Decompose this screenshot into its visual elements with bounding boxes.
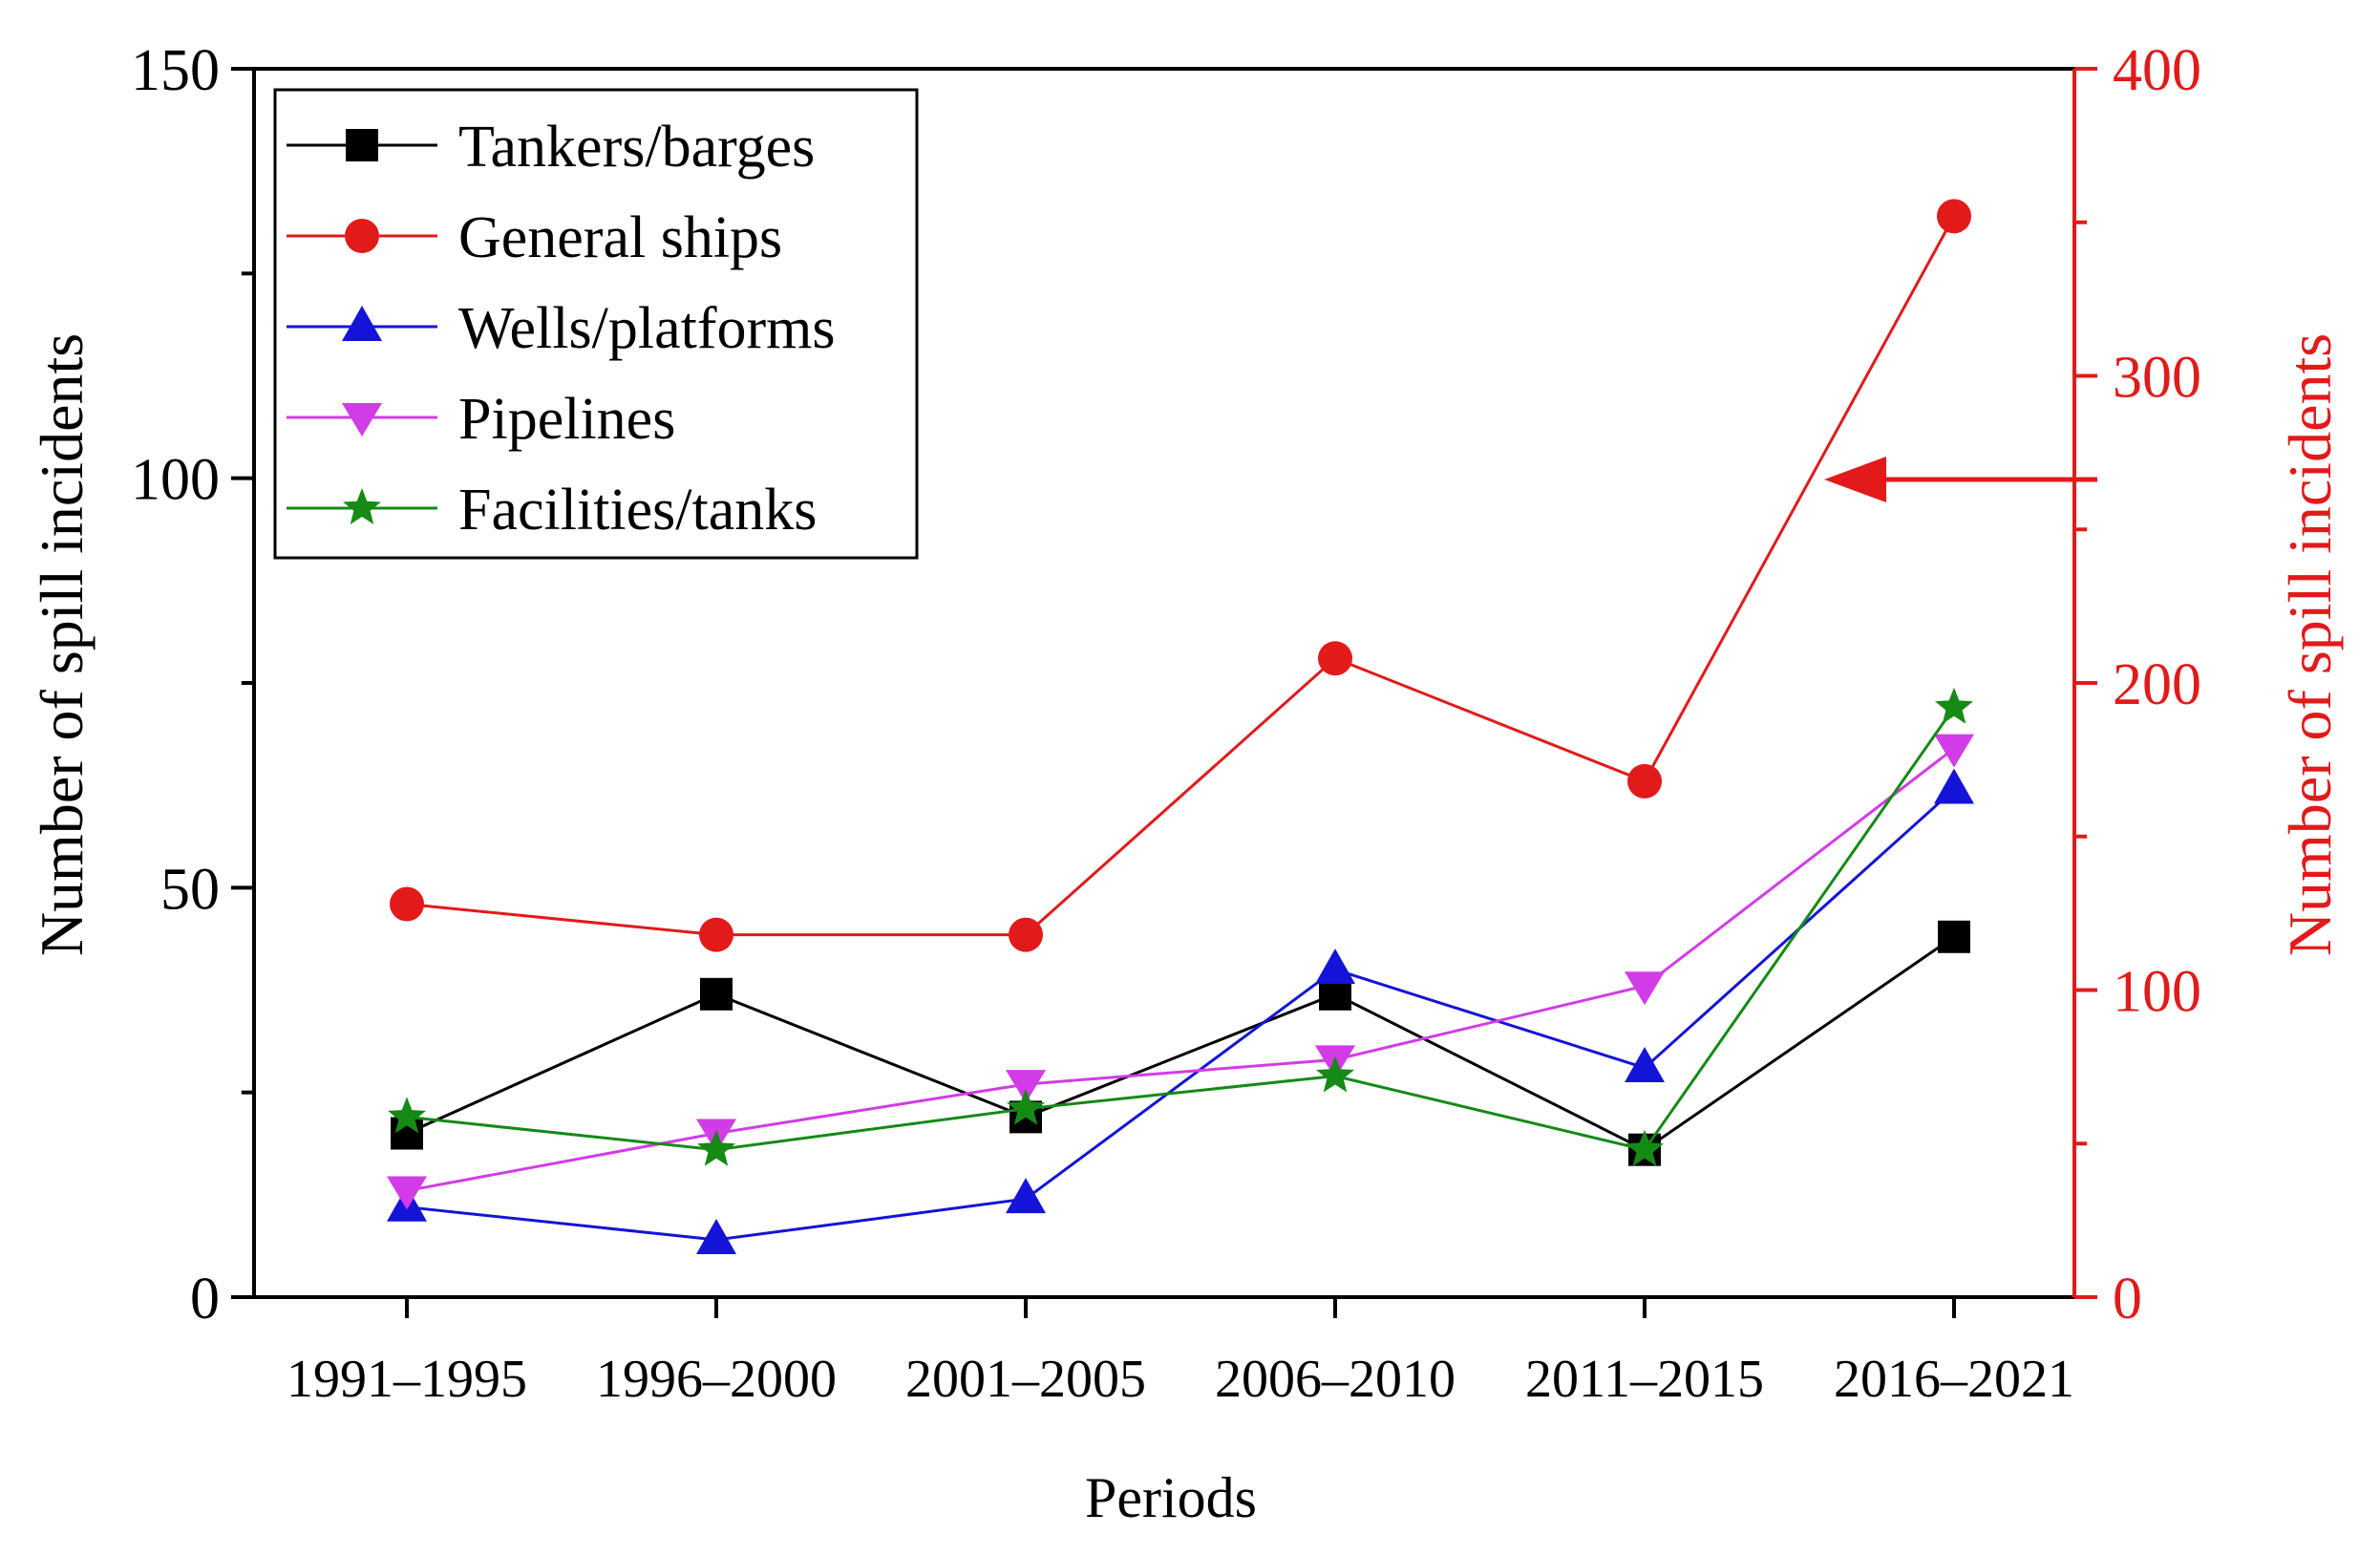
data-point xyxy=(1006,1178,1046,1214)
x-tick-label: 2006–2010 xyxy=(1215,1350,1456,1409)
data-point xyxy=(346,129,378,161)
data-point xyxy=(1937,199,1971,234)
axes-group: 0 50 100 150 0 100 200 300 400 1991–1995 1996–2000… xyxy=(131,38,2201,1409)
data-point xyxy=(699,917,733,952)
y-tick-label: 50 xyxy=(160,857,220,922)
data-point xyxy=(342,306,382,341)
data-point xyxy=(387,1176,427,1210)
data-point xyxy=(390,886,424,922)
series-line-wells-platforms xyxy=(406,788,1956,1242)
legend-label: Pipelines xyxy=(458,387,675,452)
legend-label: General ships xyxy=(458,205,782,270)
y-tick-label: 0 xyxy=(190,1267,220,1332)
series-line-tankers-barges xyxy=(406,935,1955,1152)
data-point xyxy=(1627,763,1662,799)
y-axis-label-right: Number of spill incidents xyxy=(2276,333,2344,956)
legend-box xyxy=(273,88,919,560)
legend-label: Facilities/tanks xyxy=(458,478,817,543)
y-tick-label: 150 xyxy=(131,38,220,103)
x-tick-label: 1996–2000 xyxy=(596,1350,837,1409)
x-tick-label: 2016–2021 xyxy=(1834,1350,2074,1409)
series-line-pipelines xyxy=(406,747,1955,1193)
x-tick-label: 1991–1995 xyxy=(287,1350,527,1409)
data-point xyxy=(700,977,733,1011)
y2-tick-label: 100 xyxy=(2113,960,2201,1025)
data-point xyxy=(388,1097,426,1134)
legend: Tankers/barges General ships Wells/platfor… xyxy=(273,88,919,560)
data-point xyxy=(1009,917,1043,952)
y2-tick-label: 200 xyxy=(2113,652,2201,717)
data-point xyxy=(342,403,382,437)
data-point xyxy=(697,1129,735,1166)
legend-label: Tankers/barges xyxy=(458,115,815,180)
data-point xyxy=(1626,1129,1664,1166)
x-tick-label: 2011–2015 xyxy=(1525,1350,1764,1409)
data-point xyxy=(1934,734,1974,768)
series-group xyxy=(387,199,2097,1254)
data-point xyxy=(1318,641,1352,676)
annotation-arrow-head xyxy=(1824,457,1886,502)
y-tick-label: 100 xyxy=(131,448,220,513)
x-tick-label: 2001–2005 xyxy=(905,1350,1146,1409)
y2-tick-label: 300 xyxy=(2113,346,2201,411)
y-axis-label-left: Number of spill incidents xyxy=(28,333,96,956)
data-point xyxy=(1316,1055,1354,1093)
data-point xyxy=(696,1218,736,1254)
legend-label: Wells/platforms xyxy=(458,296,836,361)
series-line-facilities-tanks xyxy=(406,706,1956,1152)
x-axis-label: Periods xyxy=(1085,1466,1257,1529)
data-point xyxy=(1935,687,1973,724)
data-point xyxy=(1938,920,1970,953)
data-point xyxy=(1625,1046,1665,1082)
data-point xyxy=(1007,1088,1045,1125)
y2-tick-label: 0 xyxy=(2113,1267,2142,1332)
data-point xyxy=(345,219,379,253)
data-point xyxy=(1934,768,1974,804)
data-point xyxy=(343,488,381,524)
data-point xyxy=(1625,971,1665,1006)
series-line-general-ships xyxy=(406,215,1956,937)
data-point xyxy=(1315,949,1355,985)
data-point xyxy=(1006,1070,1046,1104)
y2-tick-label: 400 xyxy=(2113,38,2201,103)
